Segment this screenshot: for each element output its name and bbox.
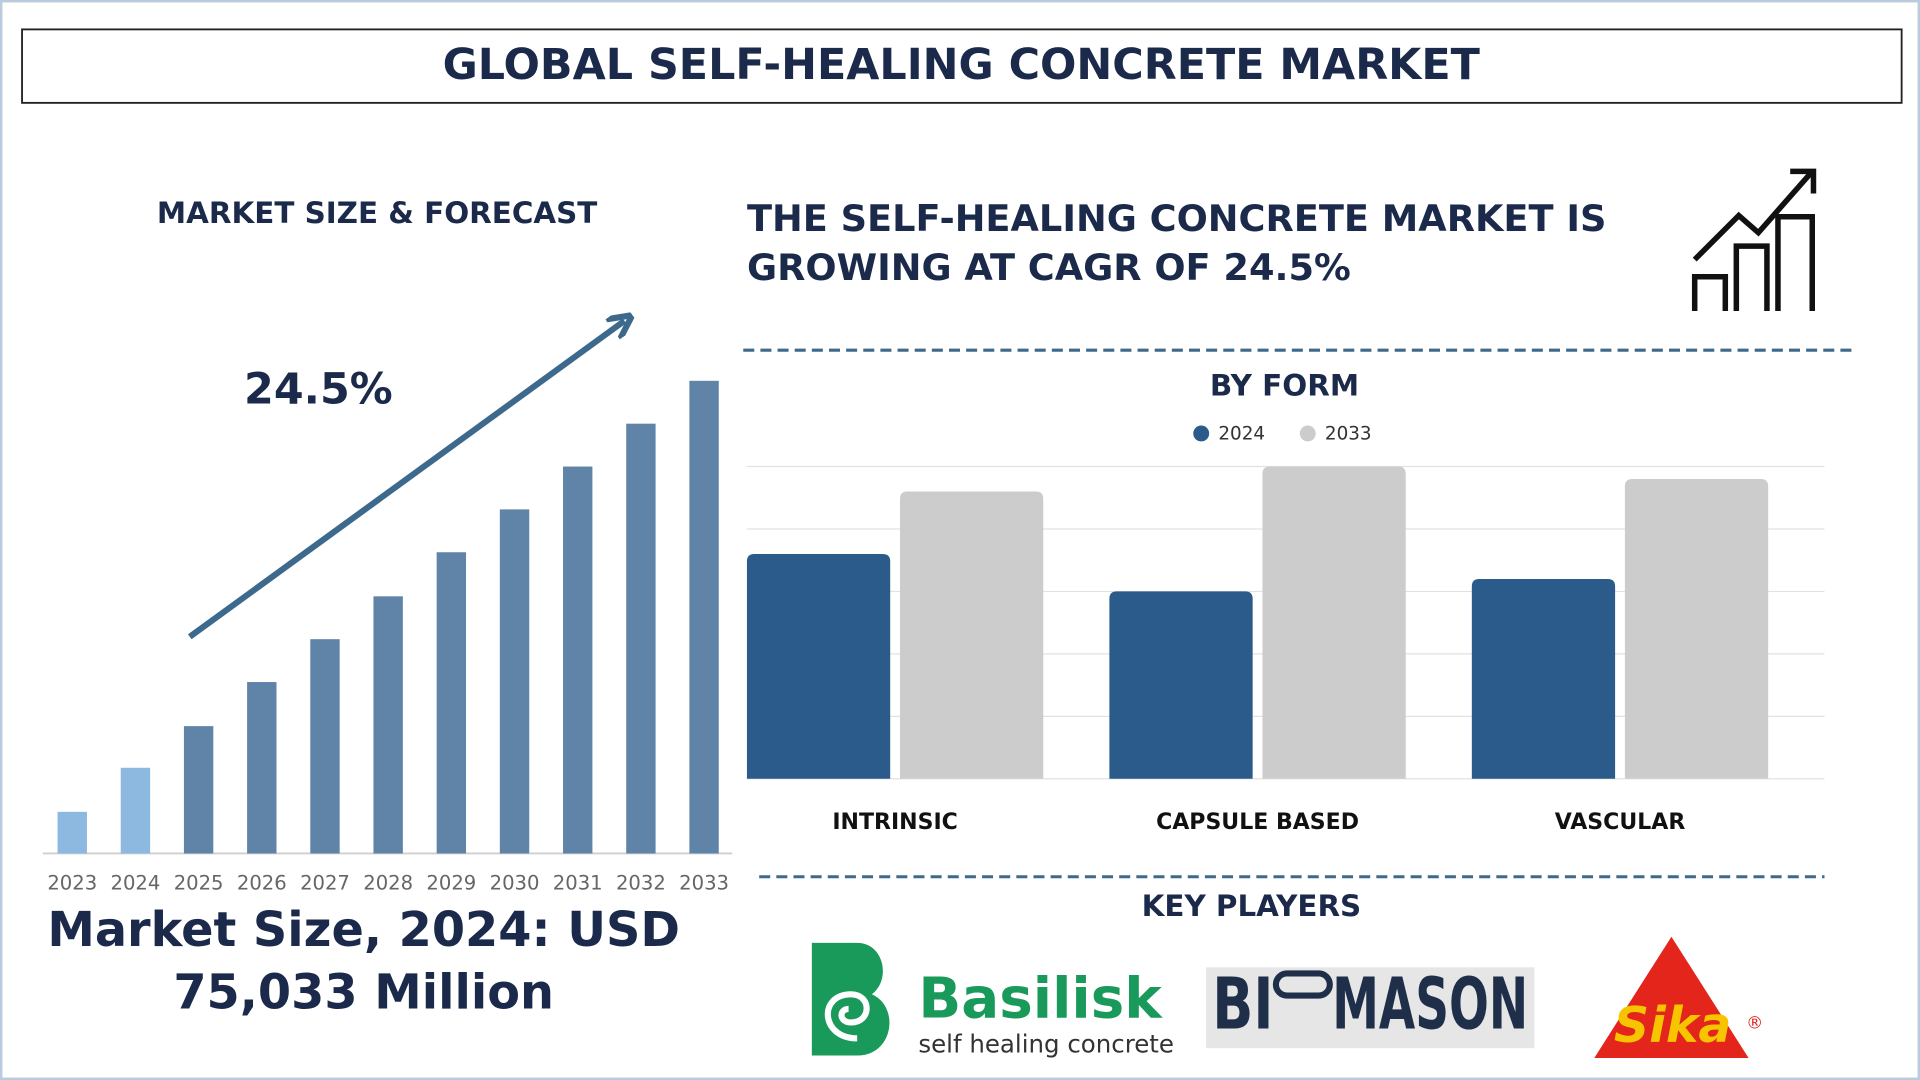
- bar: [746, 553, 891, 779]
- chart-title: MARKET SIZE & FORECAST: [157, 196, 597, 230]
- bar: [499, 509, 530, 854]
- title-box: [21, 28, 1903, 104]
- x-tick-label: 2030: [490, 872, 540, 895]
- logo-text: BI: [1212, 963, 1273, 1046]
- logo-mark: ®: [1746, 1014, 1763, 1034]
- x-tick-label: 2028: [363, 872, 413, 895]
- logo-text: Basilisk: [918, 966, 1163, 1031]
- x-tick-label: 2029: [426, 872, 476, 895]
- bar: [1624, 479, 1769, 779]
- bar: [436, 552, 467, 854]
- bar: [120, 767, 151, 854]
- x-tick-label: CAPSULE BASED: [1156, 810, 1359, 835]
- bar: [1262, 466, 1406, 779]
- x-tick-label: 2033: [679, 872, 729, 895]
- x-tick-label: 2031: [553, 872, 603, 895]
- market-size-chart: MARKET SIZE & FORECAST 24.5% 2023 2024 202…: [42, 196, 733, 895]
- legend-label: 2033: [1325, 424, 1372, 445]
- bar: [57, 811, 87, 854]
- sika-logo: Sika ®: [1594, 936, 1763, 1058]
- growth-icon: [1691, 168, 1817, 312]
- bar: [626, 423, 656, 854]
- x-tick-label: 2025: [174, 872, 224, 895]
- bar: [373, 596, 403, 854]
- chart-title: BY FORM: [1210, 368, 1359, 402]
- basilisk-logo: Basilisk self healing concrete: [811, 942, 1174, 1059]
- by-form-chart: BY FORM INTRINSIC CAPSULE BASED VASCULAR 20…: [746, 368, 1825, 835]
- logo-text: Sika: [1614, 997, 1732, 1054]
- bar: [183, 726, 214, 854]
- cagr-annotation: 24.5%: [244, 364, 393, 414]
- headline: THE SELF-HEALING CONCRETE MARKET IS: [747, 197, 1607, 240]
- bar: [563, 466, 593, 854]
- growth-arrow: [187, 321, 625, 640]
- x-tick-label: 2032: [616, 872, 666, 895]
- x-tick-label: INTRINSIC: [832, 810, 958, 835]
- market-size-text: Market Size, 2024: USD: [47, 903, 680, 958]
- bar: [247, 682, 277, 854]
- x-tick-label: VASCULAR: [1555, 810, 1686, 835]
- logo-tagline: self healing concrete: [918, 1030, 1174, 1059]
- key-players-title: KEY PLAYERS: [1142, 889, 1362, 923]
- legend-swatch: [1299, 425, 1316, 442]
- page-title: GLOBAL SELF-HEALING CONCRETE MARKET: [443, 40, 1480, 90]
- x-tick-label: 2023: [47, 872, 97, 895]
- bar: [900, 491, 1044, 779]
- bar: [310, 639, 340, 854]
- market-size-text: 75,033 Million: [173, 966, 554, 1021]
- x-tick-label: 2024: [111, 872, 161, 895]
- legend-swatch: [1193, 425, 1210, 442]
- legend-label: 2024: [1218, 424, 1265, 445]
- bar: [1471, 578, 1616, 779]
- x-tick-label: 2026: [237, 872, 287, 895]
- logo-text: MASON: [1332, 963, 1528, 1046]
- headline: GROWING AT CAGR OF 24.5%: [747, 246, 1351, 289]
- bar: [689, 380, 719, 854]
- x-tick-label: 2027: [300, 872, 350, 895]
- biomason-logo: BI MASON: [1206, 963, 1535, 1049]
- bar: [1109, 591, 1253, 779]
